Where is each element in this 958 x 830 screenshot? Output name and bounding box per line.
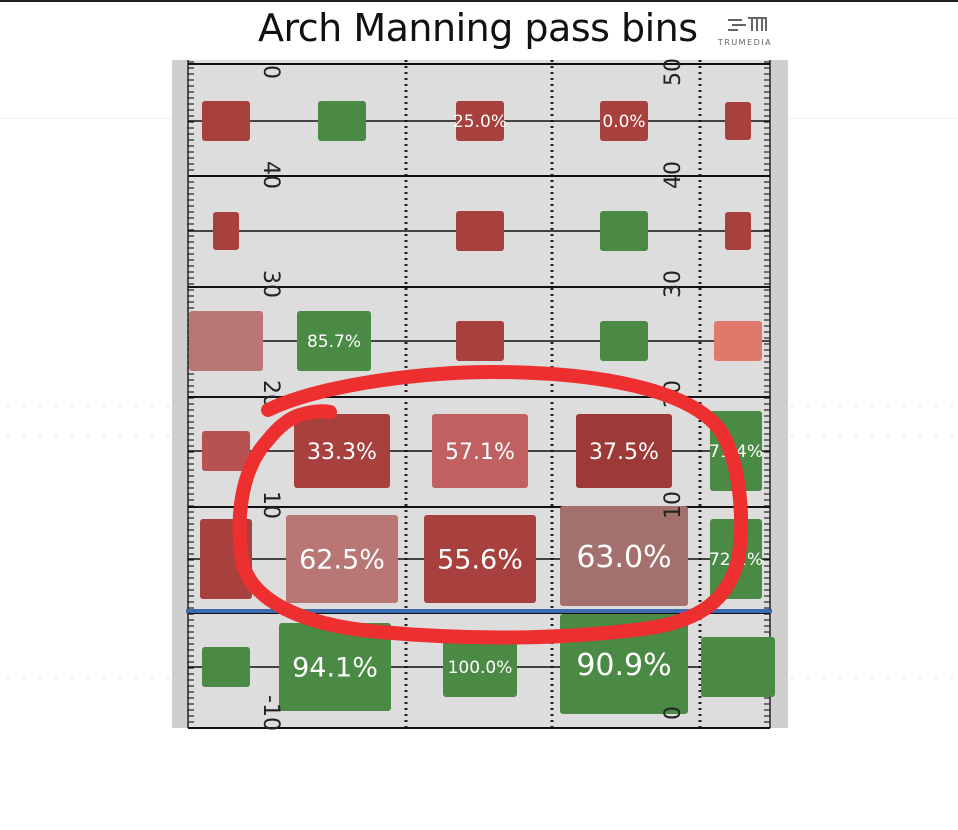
pass-bin-label: 100.0% [448,658,513,678]
pass-bin-rect [297,311,371,371]
pass-bin: 0.0% [600,101,648,141]
pass-bin [725,102,751,140]
pass-bin [202,647,250,687]
pass-bin-label: 57.1% [445,440,515,465]
yard-number-right: 30 [661,270,686,298]
pass-bin: 90.9% [560,614,688,714]
pass-bin-label: 25.0% [453,112,507,132]
pass-bin [202,101,250,141]
pass-bin-rect [202,431,250,471]
pass-bin-label: 94.1% [292,653,378,684]
pass-bin [318,101,366,141]
pass-bin: 57.1% [432,414,528,488]
logo-text: TRUMEDIA [717,38,773,47]
pass-bin: 85.7% [297,311,371,371]
pass-bin-rect [443,637,517,697]
pass-bin: 62.5% [286,515,398,603]
pass-bin-rect [200,519,252,599]
pass-bin: 94.1% [279,623,391,711]
pass-bin: 55.6% [424,515,536,603]
pass-bin [725,212,751,250]
yard-number-left: 10 [258,491,283,519]
yard-number-left: -10 [258,695,283,731]
pass-bin-rect [456,321,504,361]
pass-bin-label: 90.9% [576,648,671,683]
pass-bin-rect [725,212,751,250]
yard-number-right: 10 [661,491,686,519]
pass-bin-label: 85.7% [307,332,361,352]
pass-bin-rect [202,101,250,141]
pass-bin [714,321,762,361]
yard-number-left: 30 [258,270,283,298]
pass-bin-rect [701,637,775,697]
trumedia-logo-icon [728,17,767,31]
yard-number-left: 40 [258,161,283,189]
yard-number-left: 0 [258,65,283,79]
yard-number-right: 50 [661,58,686,86]
top-border [0,0,958,2]
page-title: Arch Manning pass bins [258,6,698,50]
pass-bin [189,311,263,371]
pass-bin-rect [202,647,250,687]
yard-number-right: 40 [661,161,686,189]
pass-bin-rect [725,102,751,140]
pass-bin [600,321,648,361]
yard-number-right: 0 [661,706,686,720]
pass-bin-label: 63.0% [576,540,671,575]
pass-bin-label: 72.2% [709,550,763,570]
pass-bin-label: 71.4% [709,442,763,462]
pass-bin: 33.3% [294,414,390,488]
pass-bin: 37.5% [576,414,672,488]
pass-bin [456,321,504,361]
pass-bin: 63.0% [560,506,688,606]
yard-number-left: 20 [258,380,283,408]
pass-bin-rect [600,211,648,251]
pass-bin-label: 62.5% [299,545,385,576]
pass-bin-label: 37.5% [589,440,659,465]
pass-bin-rect [456,101,504,141]
pass-bin-label: 55.6% [437,545,523,576]
pass-bin: 25.0% [453,101,507,141]
pass-bin-rect [456,211,504,251]
pass-bin [701,637,775,697]
pass-bin-label: 0.0% [602,112,645,132]
pass-bin-label: 33.3% [307,440,377,465]
pass-bin: 72.2% [709,519,763,599]
pass-bin [213,212,239,250]
pass-bin-rect [600,101,648,141]
trumedia-logo: TRUMEDIA [710,16,780,52]
pass-bin: 100.0% [443,637,517,697]
pass-bin-rect [189,311,263,371]
pass-bin-rect [714,321,762,361]
pass-bin [200,519,252,599]
pass-bin [600,211,648,251]
pass-bin-rect [213,212,239,250]
pass-bin-rect [279,623,391,711]
pass-bin [456,211,504,251]
yard-number-right: 20 [661,380,686,408]
pass-bin: 71.4% [709,411,763,491]
pass-bin-rect [600,321,648,361]
pass-bin-rect [318,101,366,141]
pass-bin [202,431,250,471]
